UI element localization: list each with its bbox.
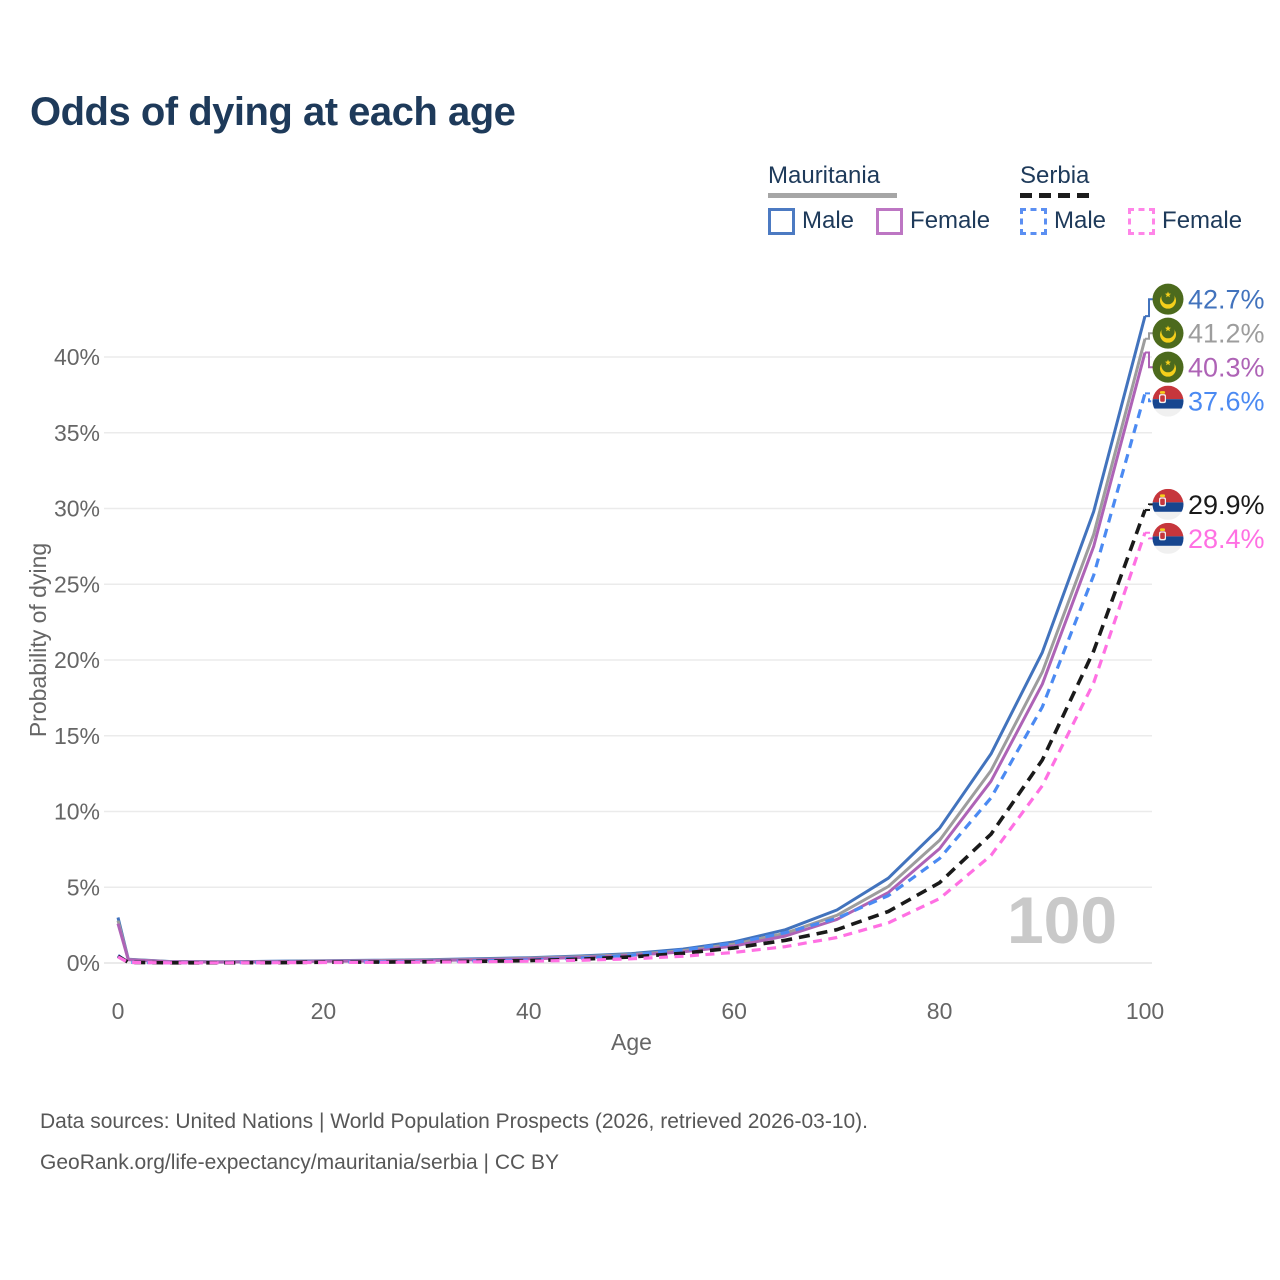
- end-label-connector-mauritania-both: [1145, 332, 1153, 340]
- end-label-connector-serbia-male: [1145, 392, 1153, 403]
- end-label-connector-serbia-both: [1145, 503, 1153, 511]
- series-line-mauritania-male[interactable]: [116, 315, 1147, 964]
- end-label-connector-serbia-female: [1145, 531, 1153, 540]
- serbia-flag-icon: [1152, 385, 1184, 417]
- y-axis-tick-label: 20%: [54, 647, 100, 673]
- x-axis-title: Age: [611, 1029, 652, 1055]
- y-axis-tick-label: 35%: [54, 420, 100, 446]
- legend-label-serbia-male: Male: [1054, 207, 1107, 234]
- y-axis-tick-label: 5%: [67, 874, 100, 900]
- mauritania-flag-icon: [1152, 317, 1184, 349]
- end-value-label-mauritania-female[interactable]: 40.3%: [1188, 353, 1265, 383]
- legend-swatch-serbia-male-icon: [1020, 207, 1047, 235]
- series-line-serbia-male[interactable]: [117, 392, 1147, 965]
- x-axis-tick-label: 40: [516, 998, 542, 1024]
- mauritania-flag-icon: [1152, 283, 1184, 315]
- y-axis-title: Probability of dying: [25, 543, 51, 737]
- x-axis-tick-label: 80: [927, 998, 953, 1024]
- x-axis-tick-label: 60: [721, 998, 747, 1024]
- attribution-link: GeoRank.org/life-expectancy/mauritania/s…: [40, 1151, 560, 1174]
- end-value-label-serbia-female[interactable]: 28.4%: [1188, 524, 1265, 554]
- serbia-flag-icon: [1152, 488, 1184, 520]
- legend-group-serbia: Serbia Male Female: [1020, 162, 1264, 235]
- end-value-label-mauritania-male[interactable]: 42.7%: [1188, 285, 1265, 315]
- legend-item-mauritania-male[interactable]: Male: [768, 207, 854, 235]
- page-title: Odds of dying at each age: [30, 90, 516, 134]
- y-axis-tick-label: 25%: [54, 571, 100, 597]
- end-label-connector-mauritania-male: [1145, 298, 1153, 318]
- legend-country-mauritania: Mauritania: [768, 162, 881, 189]
- legend: Mauritania Male Female Serbia Male: [0, 162, 1280, 242]
- end-value-label-serbia-both[interactable]: 29.9%: [1188, 490, 1265, 520]
- legend-swatch-mauritania-female-icon: [876, 207, 904, 235]
- legend-label-mauritania-female: Female: [910, 207, 991, 234]
- x-axis-tick-label: 100: [1126, 998, 1164, 1024]
- legend-group-mauritania: Mauritania Male Female: [768, 162, 1012, 235]
- legend-label-mauritania-male: Male: [802, 207, 855, 234]
- serbia-flag-icon: [1152, 522, 1184, 554]
- legend-swatch-serbia-female-icon: [1128, 207, 1156, 235]
- hover-age-watermark: 100: [1007, 883, 1117, 957]
- legend-item-serbia-male[interactable]: Male: [1020, 207, 1106, 235]
- legend-item-mauritania-female[interactable]: Female: [876, 207, 990, 235]
- y-axis-tick-label: 40%: [54, 344, 100, 370]
- y-axis-tick-label: 15%: [54, 723, 100, 749]
- legend-label-serbia-female: Female: [1162, 207, 1243, 234]
- data-sources-note: Data sources: United Nations | World Pop…: [40, 1110, 869, 1133]
- series-line-mauritania-female[interactable]: [116, 352, 1147, 964]
- x-axis-tick-label: 0: [112, 998, 125, 1024]
- legend-swatch-mauritania-male-icon: [768, 207, 795, 235]
- legend-country-serbia: Serbia: [1020, 162, 1090, 189]
- y-axis-tick-label: 30%: [54, 496, 100, 522]
- end-value-label-mauritania-both[interactable]: 41.2%: [1188, 319, 1265, 349]
- legend-underline-mauritania: [768, 193, 897, 198]
- end-value-label-serbia-male[interactable]: 37.6%: [1188, 387, 1265, 417]
- end-label-connector-mauritania-female: [1145, 351, 1153, 369]
- y-axis-tick-label: 10%: [54, 799, 100, 825]
- legend-item-serbia-female[interactable]: Female: [1128, 207, 1242, 235]
- y-axis-tick-label: 0%: [67, 950, 100, 976]
- mauritania-flag-icon: [1152, 351, 1184, 383]
- legend-underline-serbia: [1020, 193, 1096, 198]
- x-axis-tick-label: 20: [311, 998, 337, 1024]
- series-line-serbia-female[interactable]: [117, 532, 1147, 965]
